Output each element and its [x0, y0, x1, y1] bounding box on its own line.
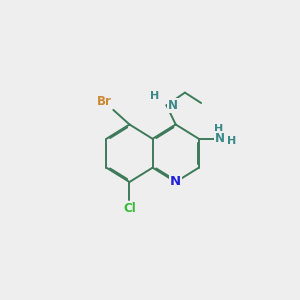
Text: Cl: Cl	[123, 202, 136, 215]
Text: Br: Br	[97, 95, 112, 108]
Text: H: H	[227, 136, 236, 146]
Text: N: N	[214, 132, 225, 145]
Text: N: N	[168, 99, 178, 112]
Text: N: N	[170, 176, 181, 188]
Text: H: H	[150, 91, 159, 101]
Text: H: H	[214, 124, 223, 134]
